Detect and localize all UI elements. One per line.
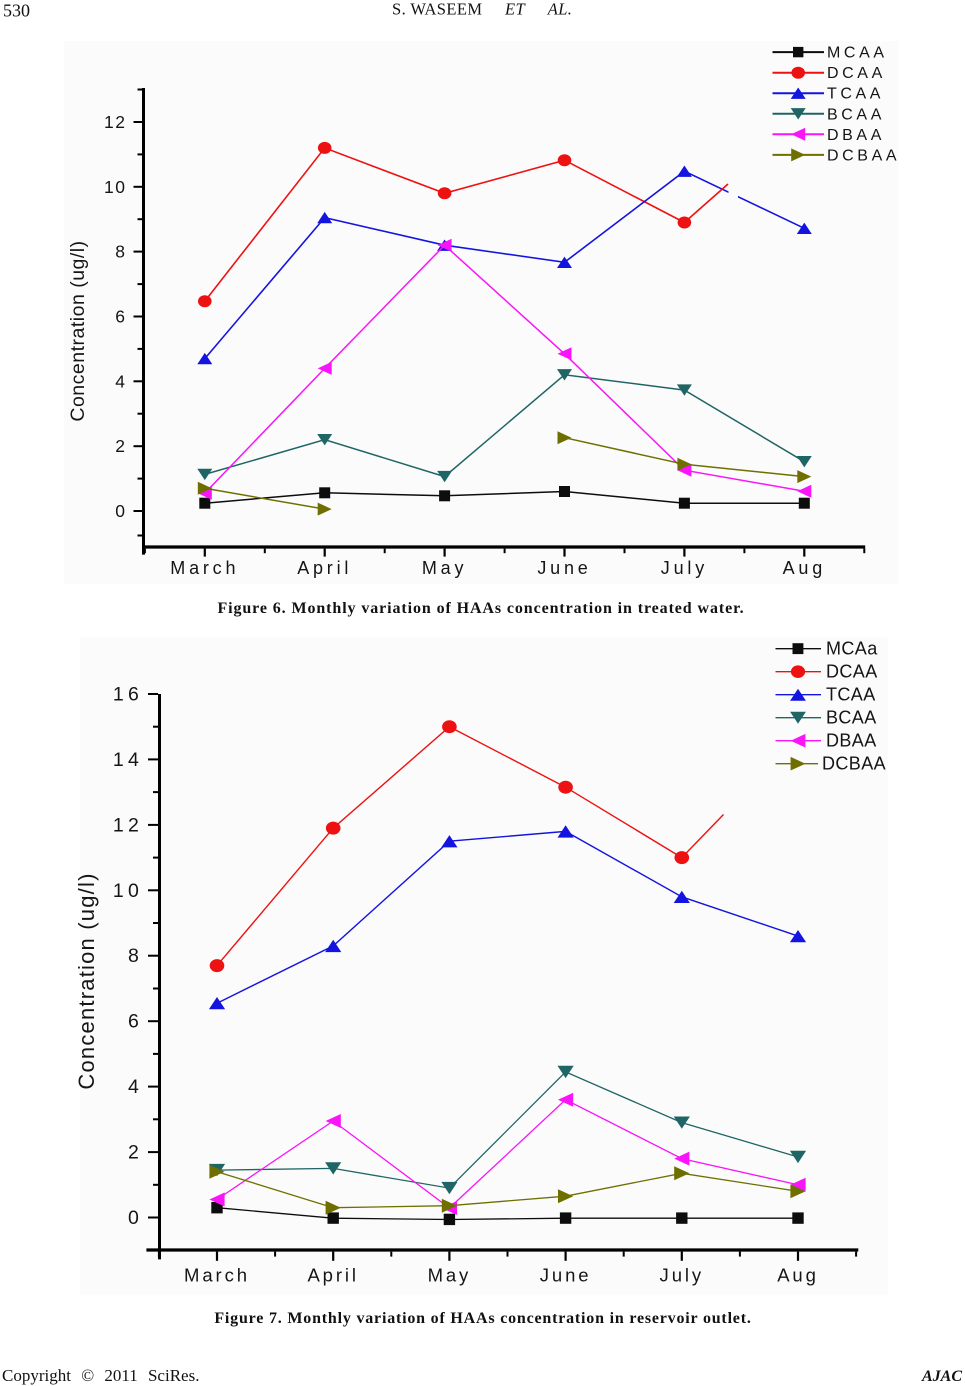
svg-text:Figure 7. Monthly variation of: Figure 7. Monthly variation of HAAs conc… (214, 1310, 751, 1327)
svg-text:July: July (660, 1265, 705, 1286)
svg-text:June: June (540, 1265, 592, 1286)
svg-text:DCAA: DCAA (827, 65, 886, 82)
svg-text:DCAA: DCAA (826, 662, 878, 682)
svg-text:12: 12 (113, 814, 143, 836)
svg-text:8: 8 (128, 945, 143, 967)
svg-text:8: 8 (115, 242, 126, 262)
svg-text:Concentration (ug/l): Concentration (ug/l) (74, 872, 99, 1089)
svg-text:April: April (297, 558, 352, 578)
svg-text:AJAC: AJAC (921, 1368, 962, 1385)
svg-text:TCAA: TCAA (826, 685, 876, 705)
svg-text:12: 12 (104, 112, 126, 132)
svg-text:10: 10 (113, 880, 143, 902)
svg-text:TCAA: TCAA (827, 86, 884, 103)
svg-text:DBAA: DBAA (827, 127, 885, 144)
svg-text:May: May (422, 558, 467, 578)
svg-text:June: June (537, 558, 591, 578)
svg-text:0: 0 (128, 1207, 143, 1229)
svg-text:2: 2 (128, 1142, 143, 1164)
svg-text:Aug: Aug (783, 558, 826, 578)
svg-text:March: March (184, 1265, 250, 1286)
svg-text:14: 14 (113, 749, 143, 771)
svg-text:May: May (428, 1265, 472, 1286)
svg-text:2: 2 (115, 436, 126, 456)
svg-text:S. WASEEM ET AL.: S. WASEEM ET AL. (392, 0, 572, 19)
svg-text:Aug: Aug (777, 1265, 819, 1286)
svg-text:March: March (170, 558, 239, 578)
svg-text:BCAA: BCAA (826, 708, 877, 728)
svg-text:6: 6 (128, 1011, 143, 1033)
svg-text:Figure 6. Monthly variation of: Figure 6. Monthly variation of HAAs conc… (217, 600, 744, 617)
svg-text:DCBAA: DCBAA (827, 147, 900, 164)
svg-text:Concentration (ug/l): Concentration (ug/l) (67, 240, 89, 421)
svg-text:April: April (307, 1265, 359, 1286)
svg-text:4: 4 (115, 371, 126, 391)
svg-text:10: 10 (104, 177, 126, 197)
svg-text:530: 530 (3, 1, 30, 21)
svg-text:MCAA: MCAA (827, 45, 888, 62)
svg-text:July: July (661, 558, 708, 578)
svg-text:4: 4 (128, 1076, 143, 1098)
svg-text:DCBAA: DCBAA (822, 754, 886, 774)
svg-text:16: 16 (113, 684, 143, 706)
svg-text:6: 6 (115, 307, 126, 327)
svg-text:BCAA: BCAA (827, 106, 885, 123)
svg-text:MCAa: MCAa (826, 639, 878, 659)
svg-text:DBAA: DBAA (826, 731, 877, 751)
svg-text:Copyright © 2011 SciRes.: Copyright © 2011 SciRes. (2, 1366, 199, 1385)
svg-text:0: 0 (115, 501, 126, 521)
